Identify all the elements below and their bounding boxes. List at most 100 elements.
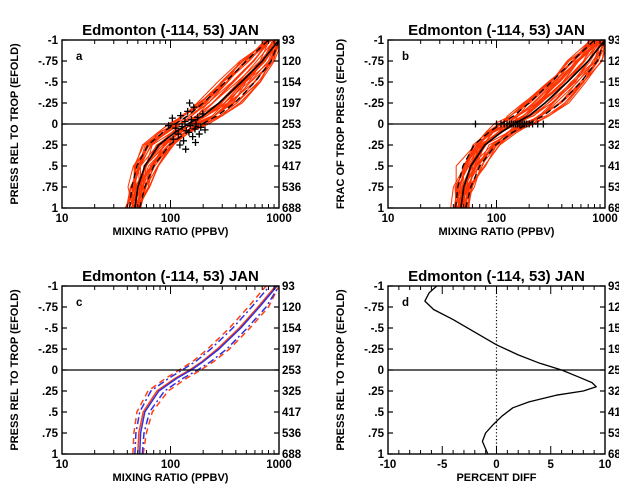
y-tick-label: .25 xyxy=(368,140,385,152)
y2-tick-label: 93 xyxy=(608,35,619,47)
y2-tick-label: 120 xyxy=(608,56,619,68)
y-tick-label: -.5 xyxy=(371,323,385,335)
y-tick-label: -1 xyxy=(374,281,385,293)
y-tick-label: -1 xyxy=(374,35,385,47)
y-tick-label: 1 xyxy=(52,203,59,215)
tropopause-marker xyxy=(182,145,190,153)
y2-tick-label: 688 xyxy=(282,203,302,215)
panel-d: -1 93 -.75 120 -.5 154 -.25 197 0 253 .25 325 .5 417.… xyxy=(335,268,619,484)
tropopause-marker xyxy=(191,125,199,133)
y2-tick-label: 417 xyxy=(282,407,301,419)
y2-tick-label: 154 xyxy=(282,77,302,89)
tropopause-marker xyxy=(169,135,177,143)
tropopause-marker xyxy=(195,130,203,138)
tropopause-marker xyxy=(174,130,182,138)
y2-tick-label: 536 xyxy=(608,182,619,194)
y-tick-label: -.75 xyxy=(364,56,384,68)
x-tick-label: 10 xyxy=(382,213,395,225)
y2-tick-label: 197 xyxy=(608,344,619,356)
tropopause-marker xyxy=(168,114,176,122)
y-axis-label: PRESS REL TO TROP (EFOLD) xyxy=(335,289,347,451)
y-tick-label: .25 xyxy=(42,386,59,398)
tropopause-marker xyxy=(192,138,200,146)
panel-label: b xyxy=(402,51,409,63)
tropopause-marker xyxy=(177,112,185,120)
y2-tick-label: 536 xyxy=(282,182,301,194)
y2-tick-label: 197 xyxy=(282,344,301,356)
y-tick-label: 0 xyxy=(378,365,384,377)
y2-tick-label: 253 xyxy=(608,119,619,131)
y-tick-label: .75 xyxy=(42,182,59,194)
x-tick-label: 100 xyxy=(161,213,180,225)
y-tick-label: 0 xyxy=(378,119,384,131)
x-tick-label: 1000 xyxy=(266,459,292,471)
y-tick-label: 1 xyxy=(378,449,385,461)
y2-tick-label: 253 xyxy=(608,365,619,377)
y2-tick-label: 154 xyxy=(608,77,619,89)
y-tick-label: -.25 xyxy=(364,98,384,110)
y2-tick-label: 325 xyxy=(608,140,619,152)
y2-tick-label: 325 xyxy=(608,386,619,398)
x-tick-label: 0 xyxy=(493,459,499,471)
panel-c: -1 93 -.75 120 -.5 154 -.25 197 0 253 .25 325 .5 417.… xyxy=(9,268,302,484)
panel-a: -1 93 -.75 120 -.5 154 -.25 197 0 253 .25 325 .5 417.… xyxy=(9,22,302,238)
y-tick-label: .75 xyxy=(368,428,385,440)
y2-tick-label: 688 xyxy=(282,449,302,461)
y-axis-label: PRESS REL TO TROP (EFOLD) xyxy=(9,43,21,205)
y-tick-label: -.25 xyxy=(364,344,384,356)
y2-tick-label: 197 xyxy=(608,98,619,110)
x-axis-label: PERCENT DIFF xyxy=(456,472,536,484)
y-tick-label: .25 xyxy=(368,386,385,398)
chart-title: Edmonton (-114, 53) JAN xyxy=(408,22,585,39)
x-axis-label: MIXING RATIO (PPBV) xyxy=(113,472,229,484)
y2-tick-label: 93 xyxy=(282,281,295,293)
x-tick-label: 10 xyxy=(56,459,69,471)
y-tick-label: .5 xyxy=(374,161,384,173)
x-tick-label: 100 xyxy=(487,213,506,225)
y2-tick-label: 154 xyxy=(608,323,619,335)
y2-tick-label: 253 xyxy=(282,119,301,131)
x-tick-label: 1000 xyxy=(266,213,292,225)
y2-tick-label: 688 xyxy=(608,449,619,461)
tropopause-marker xyxy=(165,122,173,130)
y-tick-label: 1 xyxy=(52,449,59,461)
y-axis-label: FRAC OF TROP PRESS (EFOLD) xyxy=(335,39,347,210)
x-axis-label: MIXING RATIO (PPBV) xyxy=(113,226,229,238)
panel-b: -1 93 -.75 120 -.5 154 -.25 197 0 253 .25 325 .5 417.… xyxy=(335,22,619,238)
y2-tick-label: 120 xyxy=(282,56,301,68)
tropopause-marker xyxy=(172,124,180,132)
x-tick-label: 10 xyxy=(599,459,612,471)
y-tick-label: 0 xyxy=(52,365,58,377)
tropopause-marker xyxy=(185,128,193,136)
tropopause-marker xyxy=(184,107,192,115)
tropopause-marker xyxy=(186,99,194,107)
x-tick-label: -5 xyxy=(437,459,448,471)
y2-tick-label: 120 xyxy=(608,302,619,314)
tropopause-marker xyxy=(189,133,197,141)
y-tick-label: -.5 xyxy=(45,323,59,335)
y-tick-label: -.75 xyxy=(38,302,58,314)
x-tick-label: 10 xyxy=(56,213,69,225)
x-tick-label: 100 xyxy=(161,459,180,471)
series-line xyxy=(142,286,279,454)
y2-tick-label: 93 xyxy=(608,281,619,293)
y2-tick-label: 154 xyxy=(282,323,302,335)
y-tick-label: .75 xyxy=(42,428,59,440)
y2-tick-label: 325 xyxy=(282,386,302,398)
y-tick-label: .25 xyxy=(42,140,59,152)
y-tick-label: -.25 xyxy=(38,98,58,110)
series-line xyxy=(424,286,597,454)
y-tick-label: 1 xyxy=(378,203,385,215)
y-tick-label: -.25 xyxy=(38,344,58,356)
y-tick-label: -.5 xyxy=(45,77,59,89)
panel-label: a xyxy=(76,51,83,63)
y2-tick-label: 688 xyxy=(608,203,619,215)
tropopause-marker xyxy=(186,122,194,130)
y-tick-label: .5 xyxy=(48,161,58,173)
y2-tick-label: 197 xyxy=(282,98,301,110)
tropopause-marker xyxy=(187,116,195,124)
tropopause-marker xyxy=(197,123,205,131)
y-tick-label: -1 xyxy=(48,281,59,293)
x-tick-label: -10 xyxy=(380,459,397,471)
